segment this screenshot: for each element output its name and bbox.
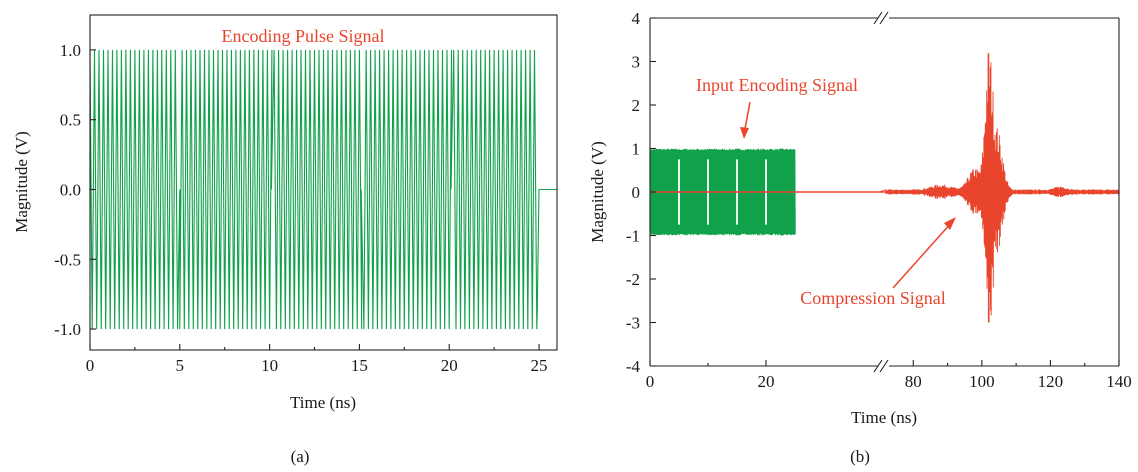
panel-a-frame [89, 14, 558, 351]
panel-b-y-tick-label: 1 [632, 140, 641, 159]
panel-a-x-tick-label: 15 [351, 356, 368, 375]
panel-b-y-tick-label: 0 [632, 183, 641, 202]
panel-a-y-tick-label: -1.0 [54, 320, 81, 339]
panel-b-arrowhead-input [740, 127, 749, 139]
panel-b-ylabel: Magnitude (V) [588, 141, 607, 243]
panel-b-x-tick-label: 80 [905, 372, 922, 391]
panel-b-caption: (b) [850, 447, 870, 466]
panel-a: 0 5 10 15 20 25 1.0 0.5 0.0 -0.5 -1.0 Encoding Pul… [12, 14, 558, 466]
panel-b-series [649, 52, 1120, 323]
panel-a-x-tick-label: 20 [441, 356, 458, 375]
panel-a-x-tick-label: 5 [176, 356, 185, 375]
panel-b-x-tick-label: 120 [1038, 372, 1064, 391]
panel-a-annotation: Encoding Pulse Signal [222, 26, 385, 46]
panel-b-annotation-compression: Compression Signal [800, 288, 946, 308]
panel-b-y-tick-label: 4 [632, 9, 641, 28]
panel-b-x-tick-label: 100 [969, 372, 995, 391]
panel-a-y-tick-label: 0.5 [60, 111, 81, 130]
panel-a-line [89, 49, 557, 330]
panel-b-axis-break-mark [873, 359, 883, 373]
panel-b-axis-break-mark [879, 11, 889, 25]
panel-b-y-tick-label: 2 [632, 96, 641, 115]
panel-a-y-tick-label: 1.0 [60, 41, 81, 60]
panel-b-x-tick-label: 0 [646, 372, 655, 391]
panel-b: 0 20 80 100 120 140 4 3 2 1 0 -1 -2 -3 -4 Input Encodi… [588, 9, 1132, 466]
panel-b-xlabel: Time (ns) [851, 408, 917, 427]
panel-a-x-tick-label: 0 [86, 356, 95, 375]
panel-a-ylabel: Magnitude (V) [12, 131, 31, 233]
panel-a-ticks: 0 5 10 15 20 25 1.0 0.5 0.0 -0.5 -1.0 [54, 41, 547, 375]
panel-b-arrow-compression [892, 221, 953, 289]
panel-b-annotation-input: Input Encoding Signal [696, 75, 858, 95]
panel-b-y-tick-label: -1 [626, 227, 640, 246]
panel-b-ticks: 0 20 80 100 120 140 4 3 2 1 0 -1 -2 -3 -4 [626, 9, 1132, 391]
panel-b-y-tick-label: -3 [626, 314, 640, 333]
panel-a-caption: (a) [291, 447, 310, 466]
panel-a-y-tick-label: 0.0 [60, 180, 81, 199]
panel-b-x-tick-label: 20 [758, 372, 775, 391]
panel-b-compression-signal [650, 52, 1120, 323]
panel-a-x-tick-label: 25 [531, 356, 548, 375]
panel-a-x-tick-label: 10 [261, 356, 278, 375]
panel-b-arrowhead-compression [944, 217, 956, 230]
panel-b-axis-break-mark [879, 359, 889, 373]
panel-b-x-tick-label: 140 [1106, 372, 1132, 391]
panel-a-y-tick-label: -0.5 [54, 250, 81, 269]
panel-b-y-tick-label: -4 [626, 357, 641, 376]
panel-b-y-tick-label: -2 [626, 270, 640, 289]
panel-a-series-encoding-pulse [89, 49, 557, 330]
panel-a-xlabel: Time (ns) [290, 393, 356, 412]
panel-b-y-tick-label: 3 [632, 53, 641, 72]
panel-b-axis-break-mark [873, 11, 883, 25]
